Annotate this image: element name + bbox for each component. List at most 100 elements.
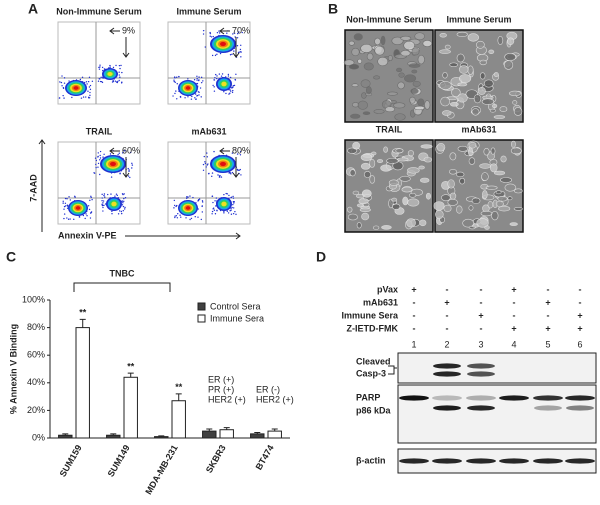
cell [447, 179, 455, 189]
axis-arrow [38, 139, 46, 232]
annotation: HER2 (+) [208, 394, 246, 404]
lane-number: 4 [511, 339, 516, 349]
cell [392, 203, 401, 210]
lane-number: 1 [411, 339, 416, 349]
annotation: ER (-) [256, 384, 280, 394]
lane-number: 6 [577, 339, 582, 349]
band [466, 458, 496, 464]
cell [436, 142, 446, 152]
flow-dot [184, 97, 186, 99]
cell [493, 170, 506, 176]
flow-dot [116, 194, 119, 197]
flow-dot [179, 96, 182, 98]
arrow [232, 157, 240, 178]
flow-dot [234, 210, 236, 213]
flow-dot [212, 208, 214, 210]
flow-dot [63, 97, 65, 99]
flow-dot [121, 71, 123, 74]
cell [468, 141, 477, 149]
sign: - [547, 310, 550, 320]
flow-dot [117, 154, 119, 156]
flow-dot [238, 31, 240, 33]
bar [154, 436, 169, 439]
flow-dot [233, 84, 236, 87]
sign: + [577, 323, 582, 333]
cell [476, 218, 489, 228]
cell [497, 35, 504, 45]
cell [512, 100, 518, 105]
flow-dot [221, 73, 224, 75]
sign: - [446, 310, 449, 320]
cell [407, 167, 420, 174]
band [433, 405, 461, 411]
cell [457, 145, 468, 152]
flow-dot [107, 193, 109, 196]
image-title: Non-Immune Serum [346, 14, 432, 24]
annotation: HER2 (+) [256, 394, 294, 404]
flow-dot [216, 77, 218, 80]
flow-dot [63, 77, 66, 79]
flow-dot [129, 176, 131, 179]
flow-dot [231, 171, 234, 174]
flow-dot [200, 76, 203, 79]
flow-dot [239, 150, 242, 153]
flow-dot [111, 81, 114, 83]
cell [356, 203, 365, 208]
flow-dot [211, 175, 213, 178]
flow-dot [229, 54, 232, 56]
flow-dot [174, 81, 177, 83]
cell [495, 200, 504, 208]
flow-dot [124, 206, 126, 209]
band [466, 395, 496, 401]
cell [457, 82, 468, 87]
cell [411, 69, 418, 74]
flow-dot [101, 200, 103, 202]
cell [458, 74, 472, 84]
arrow [122, 37, 130, 58]
flow-dot [110, 193, 112, 195]
annotation: ER (+) [208, 374, 234, 384]
flow-dot [115, 193, 118, 195]
flow-dot [198, 198, 201, 200]
flow-dot [62, 87, 65, 89]
cell [350, 113, 361, 119]
flow-dot [123, 208, 126, 210]
flow-dot [211, 213, 213, 215]
cell [482, 190, 488, 200]
blot-label: p86 kDa [356, 405, 392, 415]
flow-dot [97, 152, 99, 154]
cell [458, 65, 469, 74]
cell [504, 53, 517, 61]
flow-dot [232, 197, 235, 199]
flow-dot [59, 81, 61, 83]
flow-dot [233, 207, 235, 209]
cell [410, 88, 419, 94]
bar [202, 430, 217, 439]
flow-dot [213, 150, 215, 153]
flow-dot [63, 208, 65, 210]
flow-dot [240, 44, 242, 46]
flow-dot [226, 193, 228, 195]
flow-dot [118, 74, 120, 76]
cell [499, 177, 513, 183]
cell [433, 201, 445, 211]
flow-dot [208, 172, 210, 175]
flow-dot [88, 208, 91, 211]
flow-density [111, 201, 117, 207]
flow-dot [120, 64, 122, 67]
flow-density [185, 206, 191, 210]
panel-letter: B [328, 1, 338, 17]
flow-dot [63, 205, 66, 208]
error-bar [254, 431, 261, 434]
flow-dot [174, 216, 176, 219]
flow-dot [231, 91, 234, 94]
percent-label: 70% [232, 25, 250, 35]
flow-dot [89, 91, 91, 94]
flow-dot [97, 162, 100, 165]
cell [401, 186, 413, 193]
flow-dot [174, 215, 176, 217]
flow-dot [82, 214, 85, 217]
band [534, 405, 562, 411]
flow-dot [117, 80, 119, 83]
